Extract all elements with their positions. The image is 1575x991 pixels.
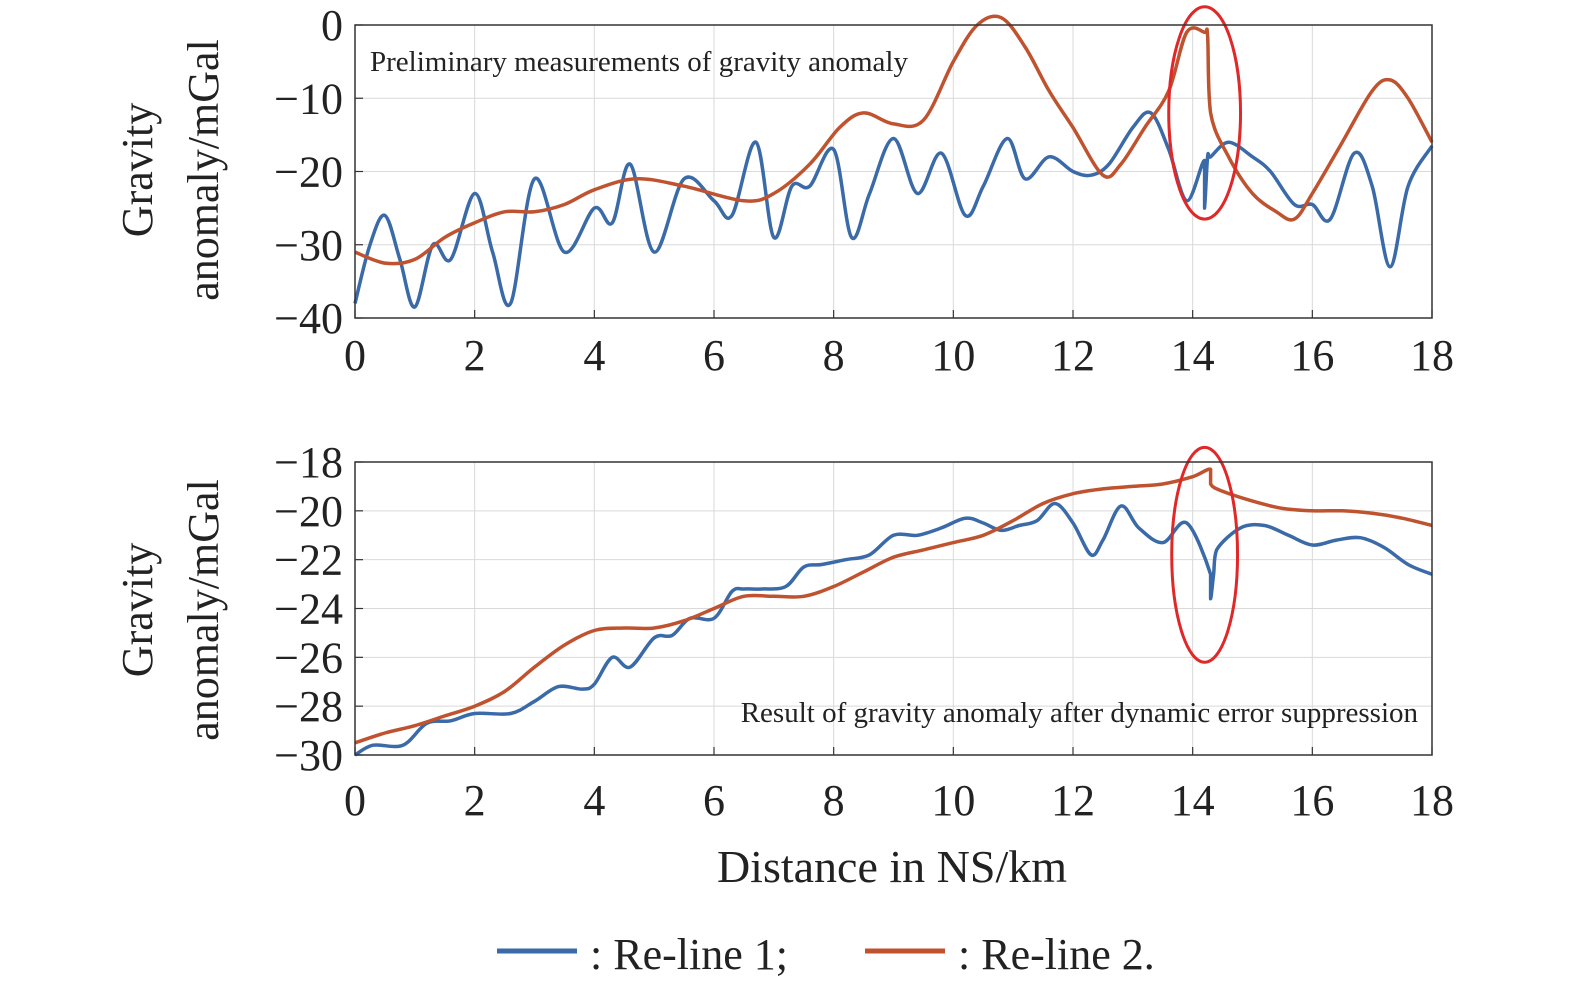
x-tick-label: 14 xyxy=(1171,776,1215,825)
bottom-chart-annotation: Result of gravity anomaly after dynamic … xyxy=(741,697,1419,729)
y-tick-label: −20 xyxy=(274,487,343,536)
y-tick-label: −18 xyxy=(274,438,343,487)
x-tick-label: 18 xyxy=(1410,331,1454,380)
legend-label-re-line-1: : Re-line 1; xyxy=(590,930,788,979)
y-tick-label: −26 xyxy=(274,633,343,682)
y-tick-label: −20 xyxy=(274,148,343,197)
y-tick-label: −28 xyxy=(274,682,343,731)
x-tick-label: 8 xyxy=(823,776,845,825)
top-chart: 0 2 4 6 8 10 12 14 16 18 0 −10 −20 −30 −40 Preliminary… xyxy=(113,1,1454,380)
bottom-chart-series xyxy=(354,467,1433,757)
x-tick-label: 4 xyxy=(583,776,605,825)
y-tick-label: −40 xyxy=(274,294,343,343)
top-chart-series xyxy=(353,14,1434,309)
bottom-chart-highlight xyxy=(1170,445,1240,664)
top-chart-ylabel-line2: anomaly/mGal xyxy=(179,39,228,301)
x-tick-label: 10 xyxy=(931,776,975,825)
bottom-chart-ticks: 0 2 4 6 8 10 12 14 16 18 −18−20−22−24−26−28−30 xyxy=(274,438,1454,825)
bottom-chart-ylabel-line1: Gravity xyxy=(113,543,162,677)
y-tick-label: −30 xyxy=(274,221,343,270)
y-tick-label: −24 xyxy=(274,585,343,634)
x-tick-label: 6 xyxy=(703,776,725,825)
top-chart-ylabel-line1: Gravity xyxy=(113,103,162,237)
x-tick-label: 0 xyxy=(344,776,366,825)
series-line-re-line-2 xyxy=(354,14,1434,266)
top-chart-highlight xyxy=(1167,5,1243,221)
series-line-re-line-1 xyxy=(353,110,1434,309)
top-chart-annotation: Preliminary measurements of gravity anom… xyxy=(370,46,908,78)
highlight-ellipse xyxy=(1170,445,1240,664)
x-tick-label: 18 xyxy=(1410,776,1454,825)
y-tick-label: −10 xyxy=(274,74,343,123)
top-chart-ticks: 0 2 4 6 8 10 12 14 16 18 0 −10 −20 −30 −40 xyxy=(274,1,1454,380)
bottom-chart-xlabel: Distance in NS/km xyxy=(717,841,1067,892)
legend-label-re-line-2: : Re-line 2. xyxy=(958,930,1155,979)
x-tick-label: 12 xyxy=(1051,331,1095,380)
x-tick-label: 2 xyxy=(464,331,486,380)
x-tick-label: 2 xyxy=(464,776,486,825)
x-tick-label: 16 xyxy=(1290,776,1334,825)
x-tick-label: 14 xyxy=(1171,331,1215,380)
y-tick-label: 0 xyxy=(321,1,343,50)
x-tick-label: 0 xyxy=(344,331,366,380)
x-tick-label: 10 xyxy=(931,331,975,380)
legend: : Re-line 1; : Re-line 2. xyxy=(497,930,1155,979)
series-line-re-line-2 xyxy=(354,467,1433,745)
x-tick-label: 12 xyxy=(1051,776,1095,825)
y-tick-label: −22 xyxy=(274,536,343,585)
x-tick-label: 8 xyxy=(823,331,845,380)
x-tick-label: 16 xyxy=(1290,331,1334,380)
x-tick-label: 4 xyxy=(583,331,605,380)
bottom-chart: 0 2 4 6 8 10 12 14 16 18 −18−20−22−24−26−28−30 Res… xyxy=(113,438,1454,892)
series-line-re-line-1 xyxy=(354,501,1433,757)
x-tick-label: 6 xyxy=(703,331,725,380)
highlight-ellipse xyxy=(1167,5,1243,221)
y-tick-label: −30 xyxy=(274,731,343,780)
bottom-chart-ylabel-line2: anomaly/mGal xyxy=(179,479,228,741)
